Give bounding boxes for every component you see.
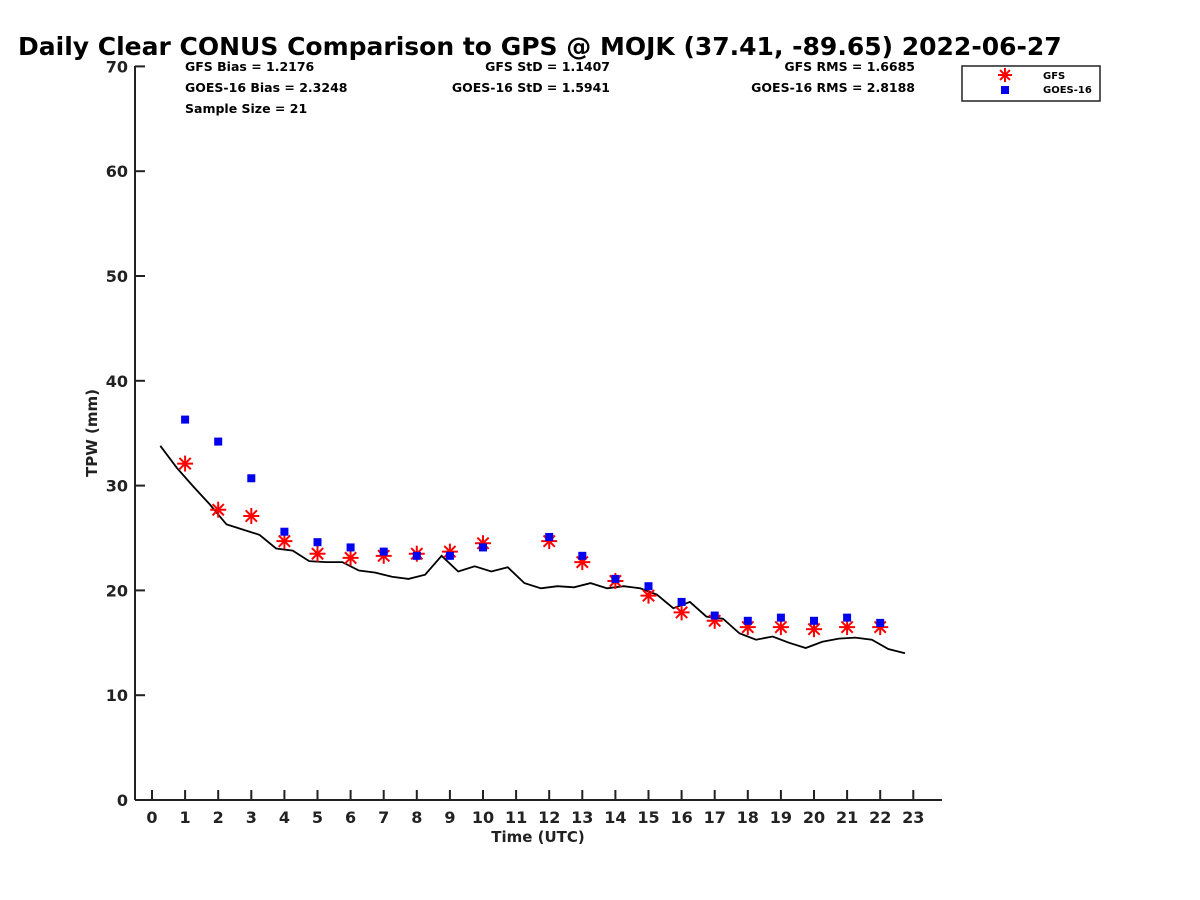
goes-point [876,618,885,627]
x-tick-label: 15 [637,808,659,827]
gfs-point [309,545,326,562]
x-tick-label: 22 [869,808,891,827]
gfs-point [673,604,690,621]
gfs-point [839,619,856,636]
y-tick-label: 30 [106,477,128,496]
x-tick-label: 23 [902,808,924,827]
x-tick-label: 11 [505,808,527,827]
legend-gfs-marker [998,68,1012,82]
x-tick-label: 2 [213,808,224,827]
legend-gfs-asterisk [998,68,1012,82]
y-tick-label: 70 [106,57,128,76]
x-tick-label: 4 [279,808,290,827]
x-tick-label: 7 [378,808,389,827]
x-tick-label: 3 [246,808,257,827]
x-tick-label: 19 [770,808,792,827]
y-tick-label: 10 [106,686,128,705]
x-tick-label: 6 [345,808,356,827]
legend-goes-label: GOES-16 [1043,85,1092,96]
y-axis-label: TPW (mm) [83,389,101,477]
y-tick-label: 40 [106,372,128,391]
goes-point [214,437,223,446]
x-tick-label: 12 [538,808,560,827]
x-tick-label: 10 [472,808,494,827]
x-tick-label: 8 [411,808,422,827]
goes-point [280,527,289,536]
x-tick-label: 16 [670,808,692,827]
gfs-point [210,501,227,518]
goes-point [710,611,719,620]
goes-point [412,551,421,560]
gfs-bias-text: GFS Bias = 1.2176 [185,59,315,74]
sample-size-text: Sample Size = 21 [185,101,307,116]
gfs-point [772,619,789,636]
goes-point [545,532,554,541]
goes-point [776,613,785,622]
goes-point [677,597,686,606]
y-tick-label: 50 [106,267,128,286]
legend-box [961,65,1101,102]
goes-point [346,543,355,552]
goes-series [181,415,885,627]
goes-point [743,616,752,625]
x-ticks: 0 1 2 3 4 5 6 7 8 9 10 11 12 13 14 15 16 17 18 19 20 21 22 23 [146,790,924,827]
gps-series [159,445,906,655]
y-tick-label: 0 [117,791,128,810]
goes-point [479,543,487,552]
x-tick-label: 18 [737,808,759,827]
x-tick-label: 1 [180,808,191,827]
gfs-point [640,587,657,604]
y-tick-label: 20 [106,581,128,600]
goes-point [379,547,388,556]
goes-point [578,551,587,560]
gfs-rms-text: GFS RMS = 1.6685 [784,59,915,74]
gfs-point [177,455,194,472]
goes-rms-text: GOES-16 RMS = 2.8188 [751,80,915,95]
x-tick-label: 21 [836,808,858,827]
goes-point [313,538,322,547]
goes-point [445,551,454,560]
gfs-std-text: GFS StD = 1.1407 [485,59,610,74]
x-tick-label: 13 [571,808,593,827]
x-tick-label: 20 [803,808,825,827]
gfs-series [177,455,889,638]
goes-std-text: GOES-16 StD = 1.5941 [452,80,610,95]
gfs-point [243,507,260,524]
chart-title: Daily Clear CONUS Comparison to GPS @ MO… [18,32,1062,61]
legend-gfs-label: GFS [1043,71,1065,82]
gps-line [159,445,906,655]
goes-point [644,582,653,591]
goes-bias-text: GOES-16 Bias = 2.3248 [185,80,347,95]
stats-block: GFS Bias = 1.2176 GOES-16 Bias = 2.3248 … [185,59,915,116]
legend-goes-marker [1001,86,1009,94]
axes [134,66,942,801]
x-axis-label: Time (UTC) [491,828,585,846]
goes-point [247,474,256,483]
x-tick-label: 5 [312,808,323,827]
x-tick-label: 9 [444,808,455,827]
goes-point [843,613,852,622]
legend: GFS GOES-16 [961,65,1101,102]
gfs-point [276,533,293,550]
goes-point [611,574,620,583]
x-tick-label: 0 [146,808,157,827]
y-tick-label: 60 [106,162,128,181]
goes-point [810,616,818,625]
y-ticks: 0 10 20 30 40 50 60 70 [106,57,145,810]
x-tick-label: 14 [604,808,626,827]
x-tick-label: 17 [704,808,726,827]
goes-point [181,415,190,424]
gfs-point [342,549,359,566]
